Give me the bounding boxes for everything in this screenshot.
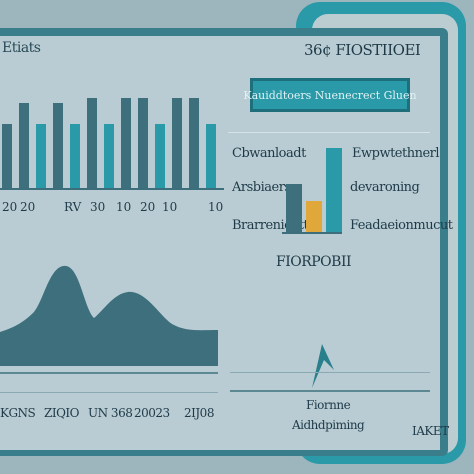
gridline (230, 372, 430, 373)
mini-bar (306, 201, 322, 232)
corner-label: IAKET (412, 424, 449, 438)
bar (138, 98, 148, 188)
bar-chart-axis (0, 188, 224, 190)
right-title: 36¢ FIOSTIIOEI (304, 41, 421, 59)
footer-label: Aidhdpiming (292, 418, 365, 432)
mini-bar (326, 148, 342, 232)
area-chart (0, 262, 220, 372)
bar (121, 98, 131, 188)
bar (172, 98, 182, 188)
gridline (0, 392, 218, 393)
bar (53, 103, 63, 188)
metric-label: Feadaeionmucut (350, 218, 453, 233)
bar-label: 10 (116, 200, 132, 214)
mini-chart-axis (282, 232, 342, 234)
bar-label: 30 (90, 200, 106, 214)
bar-label: RV (64, 200, 82, 214)
bottom-label: 20023 (134, 406, 170, 420)
bar (19, 103, 29, 188)
bar (70, 124, 80, 188)
baseline (0, 372, 218, 374)
summary-button[interactable]: Kauiddtoers Nuenecrect Gluen (243, 78, 417, 112)
bar-label: 10 (208, 200, 224, 214)
bar (2, 124, 12, 188)
bottom-label: KGNS (0, 406, 36, 420)
bar (104, 124, 114, 188)
bottom-label: UN 368 (88, 406, 133, 420)
footer-label: Fiornne (306, 398, 351, 412)
bar-label: 20 (140, 200, 156, 214)
bottom-label: ZIQIO (44, 406, 80, 420)
mini-bar (286, 184, 302, 232)
divider (228, 132, 430, 133)
section-title: FIORPOBII (276, 254, 352, 270)
metric-label: Cbwanloadt (232, 146, 306, 161)
bar (189, 98, 199, 188)
area-chart-svg (0, 265, 218, 366)
bar (87, 98, 97, 188)
metric-label: Arsbiaers (232, 180, 291, 195)
metric-label: Ewpwtethnerl (352, 146, 440, 161)
left-title: Etiats (2, 40, 41, 56)
bar-label: 20 (20, 200, 36, 214)
baseline (230, 390, 430, 392)
bar-label: 20 (2, 200, 18, 214)
metric-label: devaroning (350, 180, 420, 195)
spike-marker (312, 344, 334, 388)
bar (155, 124, 165, 188)
bar (36, 124, 46, 188)
bar (206, 124, 216, 188)
bar-label: 10 (162, 200, 178, 214)
area-series (0, 265, 218, 366)
bottom-label: 2IJ08 (184, 406, 214, 420)
